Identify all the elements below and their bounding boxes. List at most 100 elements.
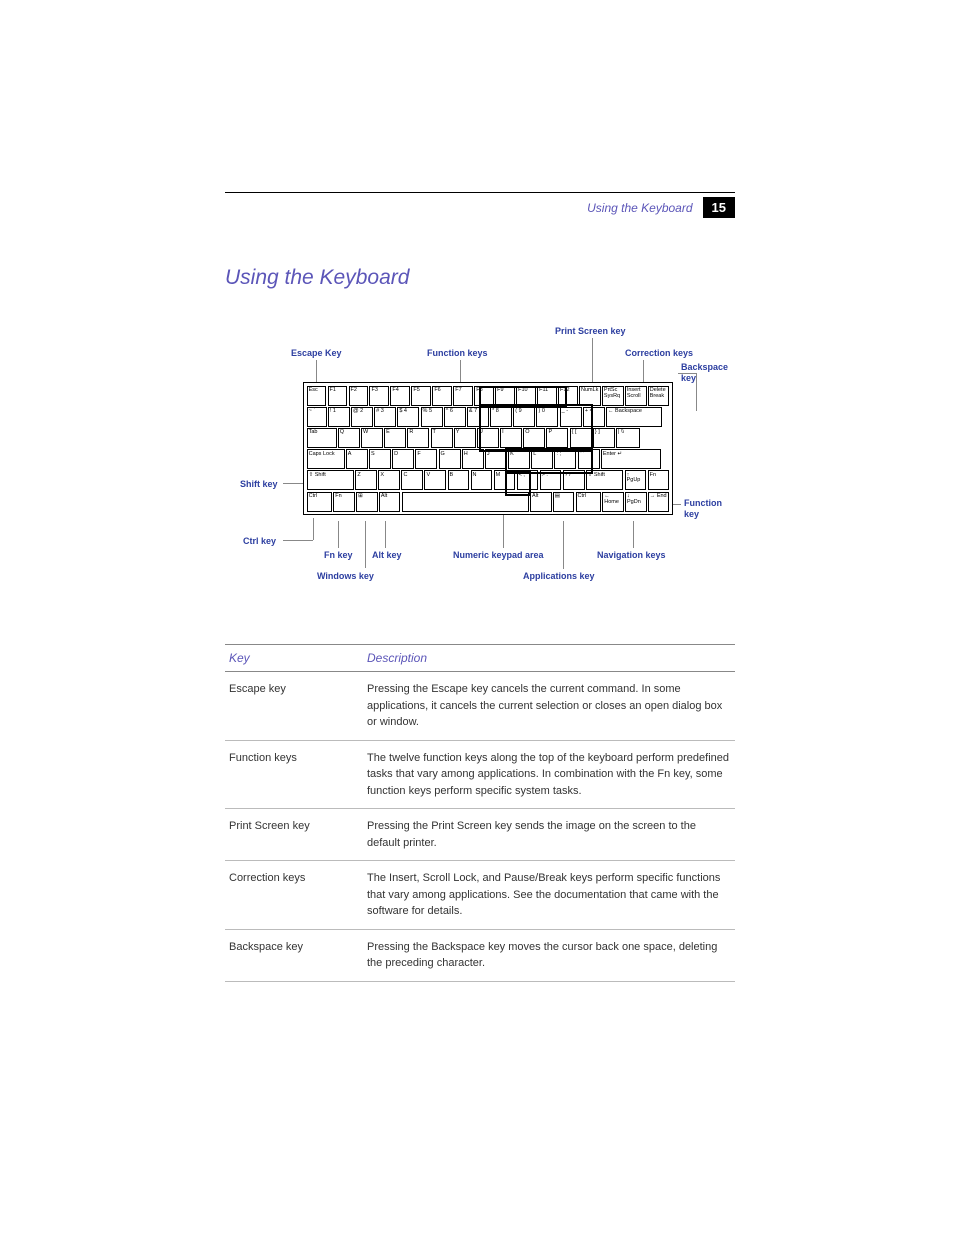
keycap: N	[471, 470, 493, 490]
keycap: T	[431, 428, 453, 448]
header-section: Using the Keyboard	[587, 201, 692, 215]
keycap: → End	[648, 492, 670, 512]
keycap: Tab	[307, 428, 337, 448]
label-alt: Alt key	[372, 550, 402, 560]
keycap: @ 2	[351, 407, 373, 427]
keycap: F1	[328, 386, 348, 406]
label-escape: Escape Key	[291, 348, 342, 358]
table-cell-desc: Pressing the Backspace key moves the cur…	[363, 929, 735, 981]
label-shift: Shift key	[240, 479, 278, 489]
table-cell-desc: The twelve function keys along the top o…	[363, 740, 735, 809]
label-backspace2: key	[681, 373, 696, 383]
label-funckey2: key	[684, 509, 699, 519]
table-cell-key: Correction keys	[225, 861, 363, 930]
keycap	[402, 492, 529, 512]
keycap: Q	[338, 428, 360, 448]
keycap: ^ 6	[444, 407, 466, 427]
keycap: + =	[583, 407, 605, 427]
keycap: < ,	[517, 470, 539, 490]
keycap: U	[477, 428, 499, 448]
table-header-key: Key	[225, 645, 363, 672]
keycap: ~ `	[307, 407, 327, 427]
keycap: C	[401, 470, 423, 490]
keycap: NumLk	[579, 386, 601, 406]
keycap: W	[361, 428, 383, 448]
keycap: ↑ PgUp	[625, 470, 647, 490]
key-description-table: Key Description Escape keyPressing the E…	[225, 644, 735, 982]
label-funckey1: Function	[684, 498, 722, 508]
keyboard-diagram: Escape Key Function keys Print Screen ke…	[225, 318, 735, 618]
keycap: Alt	[379, 492, 401, 512]
label-fn: Fn key	[324, 550, 353, 560]
label-correction: Correction keys	[625, 348, 693, 358]
keycap: % 5	[421, 407, 443, 427]
keycap: Esc	[307, 386, 327, 406]
keycap: G	[439, 449, 461, 469]
table-cell-desc: Pressing the Print Screen key sends the …	[363, 809, 735, 861]
label-windows: Windows key	[317, 571, 374, 581]
keycap: I	[500, 428, 522, 448]
keycap: PrtSc SysRq	[602, 386, 624, 406]
keycap: F9	[495, 386, 515, 406]
label-ctrl: Ctrl key	[243, 536, 276, 546]
keycap: F7	[453, 386, 473, 406]
keycap: # 3	[374, 407, 396, 427]
keycap: Z	[355, 470, 377, 490]
keycap: S	[369, 449, 391, 469]
keycap: B	[448, 470, 470, 490]
keycap: : ;	[554, 449, 576, 469]
keycap: Caps Lock	[307, 449, 345, 469]
keycap: Fn	[333, 492, 355, 512]
keycap: ( 9	[513, 407, 535, 427]
keycap: E	[384, 428, 406, 448]
table-cell-key: Backspace key	[225, 929, 363, 981]
keycap: | \\	[616, 428, 640, 448]
keycap: ⇧ Shift	[307, 470, 355, 490]
keycap: F2	[349, 386, 369, 406]
keycap: X	[378, 470, 400, 490]
keycap: & 7	[467, 407, 489, 427]
keycap: ← Backspace	[606, 407, 662, 427]
table-cell-key: Function keys	[225, 740, 363, 809]
keycap: ) 0	[536, 407, 558, 427]
table-row: Correction keysThe Insert, Scroll Lock, …	[225, 861, 735, 930]
keycap: Ctrl	[307, 492, 333, 512]
keycap: Ctrl	[576, 492, 602, 512]
table-header-desc: Description	[363, 645, 735, 672]
keycap: ! 1	[328, 407, 350, 427]
table-cell-desc: The Insert, Scroll Lock, and Pause/Break…	[363, 861, 735, 930]
label-prtsc: Print Screen key	[555, 326, 626, 336]
keycap: ↓ PgDn	[625, 492, 647, 512]
label-apps: Applications key	[523, 571, 595, 581]
keycap: Enter ↵	[601, 449, 661, 469]
keycap: Fn	[648, 470, 670, 490]
page-number: 15	[703, 197, 735, 218]
label-function: Function keys	[427, 348, 488, 358]
keycap: A	[346, 449, 368, 469]
keycap: L	[531, 449, 553, 469]
keycap: ? /	[563, 470, 585, 490]
page-title: Using the Keyboard	[225, 266, 735, 290]
keycap: F6	[432, 386, 452, 406]
table-row: Function keysThe twelve function keys al…	[225, 740, 735, 809]
keycap: H	[462, 449, 484, 469]
keycap: D	[392, 449, 414, 469]
keycap: Alt	[530, 492, 552, 512]
keycap: F	[415, 449, 437, 469]
table-cell-key: Escape key	[225, 672, 363, 741]
keycap: F11	[537, 386, 557, 406]
keycap: R	[407, 428, 429, 448]
keycap: > .	[540, 470, 562, 490]
keycap: O	[523, 428, 545, 448]
keycap: V	[424, 470, 446, 490]
keycap: ▤	[553, 492, 575, 512]
keycap: F10	[516, 386, 536, 406]
table-row: Escape keyPressing the Escape key cancel…	[225, 672, 735, 741]
keycap: Y	[454, 428, 476, 448]
keycap: F4	[390, 386, 410, 406]
label-nav: Navigation keys	[597, 550, 666, 560]
keycap: Insert Scroll	[625, 386, 647, 406]
keycap: } ]	[593, 428, 615, 448]
keycap: " '	[578, 449, 600, 469]
label-numpad: Numeric keypad area	[453, 550, 544, 560]
